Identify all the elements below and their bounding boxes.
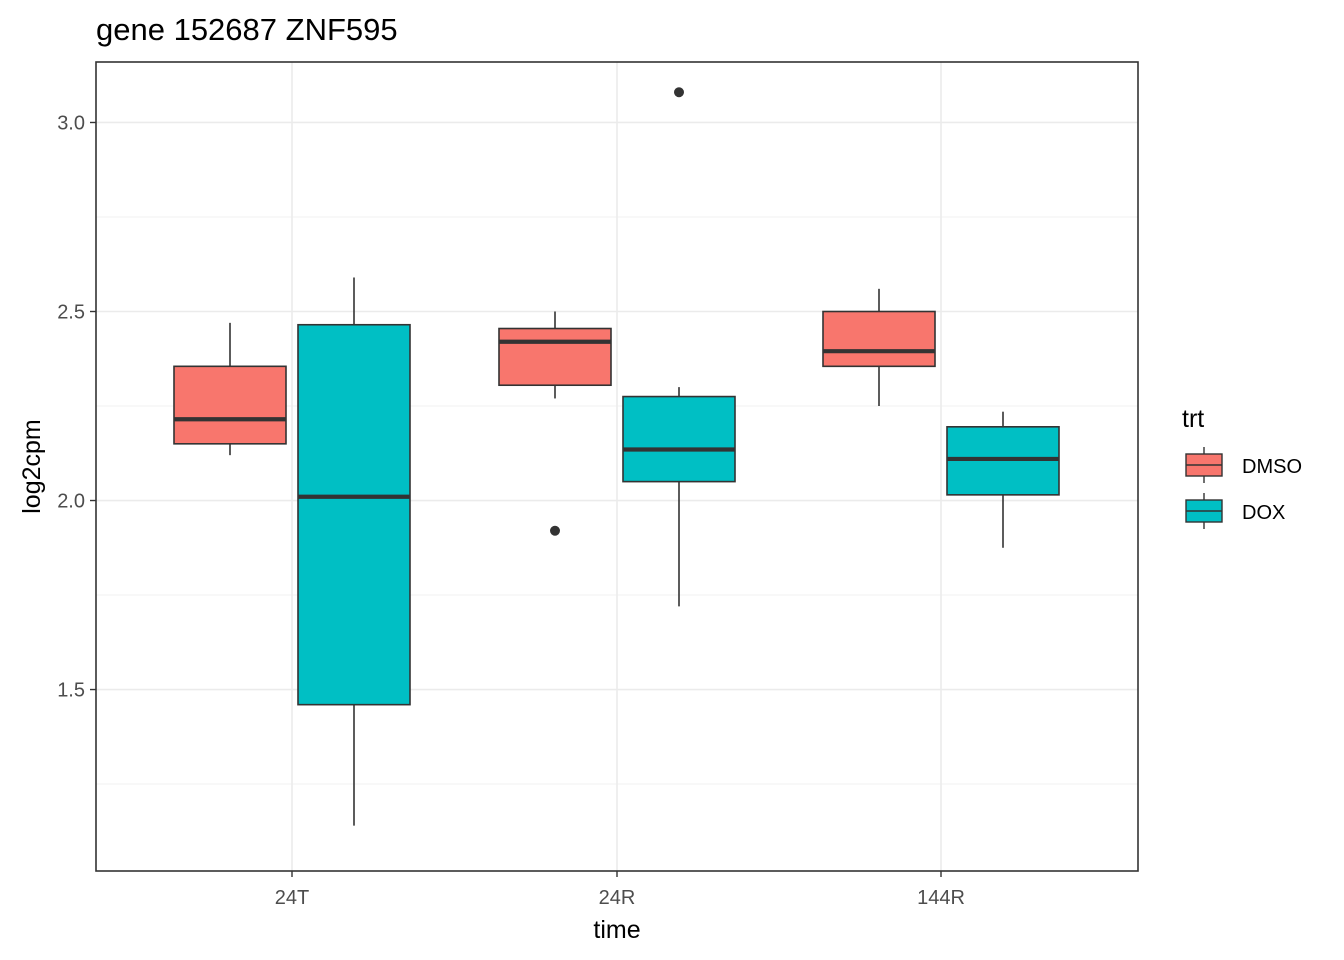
y-tick-label: 1.5 [57,680,85,702]
x-axis-title: time [593,916,640,944]
y-tick-label: 2.0 [57,491,85,513]
box-body [173,365,287,445]
outlier-point [550,525,560,536]
box-dmso-24r [498,311,612,536]
box-dox-24r [622,87,736,607]
box-layer [173,87,1060,826]
chart-title: gene 152687 ZNF595 [96,12,398,47]
box-body [297,323,411,706]
legend-label: DOX [1242,502,1285,524]
x-tick-label: 24T [275,887,309,909]
legend-title: trt [1182,405,1204,433]
box-dmso-144r [822,288,936,407]
y-axis-title: log2cpm [18,419,46,514]
outlier-point [674,87,684,98]
legend: trt DMSO DOX [1182,405,1302,529]
box-dmso-24t [173,322,287,456]
box-body [822,310,936,368]
x-tick-label: 24R [599,887,636,909]
legend-label: DMSO [1242,456,1302,478]
y-tick-label: 3.0 [57,112,85,134]
x-tick-label: 144R [917,887,965,909]
legend-item-dmso: DMSO [1185,447,1302,483]
legend-item-dox: DOX [1185,493,1285,529]
y-tick-label: 2.5 [57,302,85,324]
box-dox-144r [946,411,1060,548]
box-body [498,327,612,387]
box-dox-24t [297,277,411,826]
box-body [622,395,736,483]
axis-layer: 1.5 2.0 2.5 3.0 24T 24R 144R [57,112,965,909]
